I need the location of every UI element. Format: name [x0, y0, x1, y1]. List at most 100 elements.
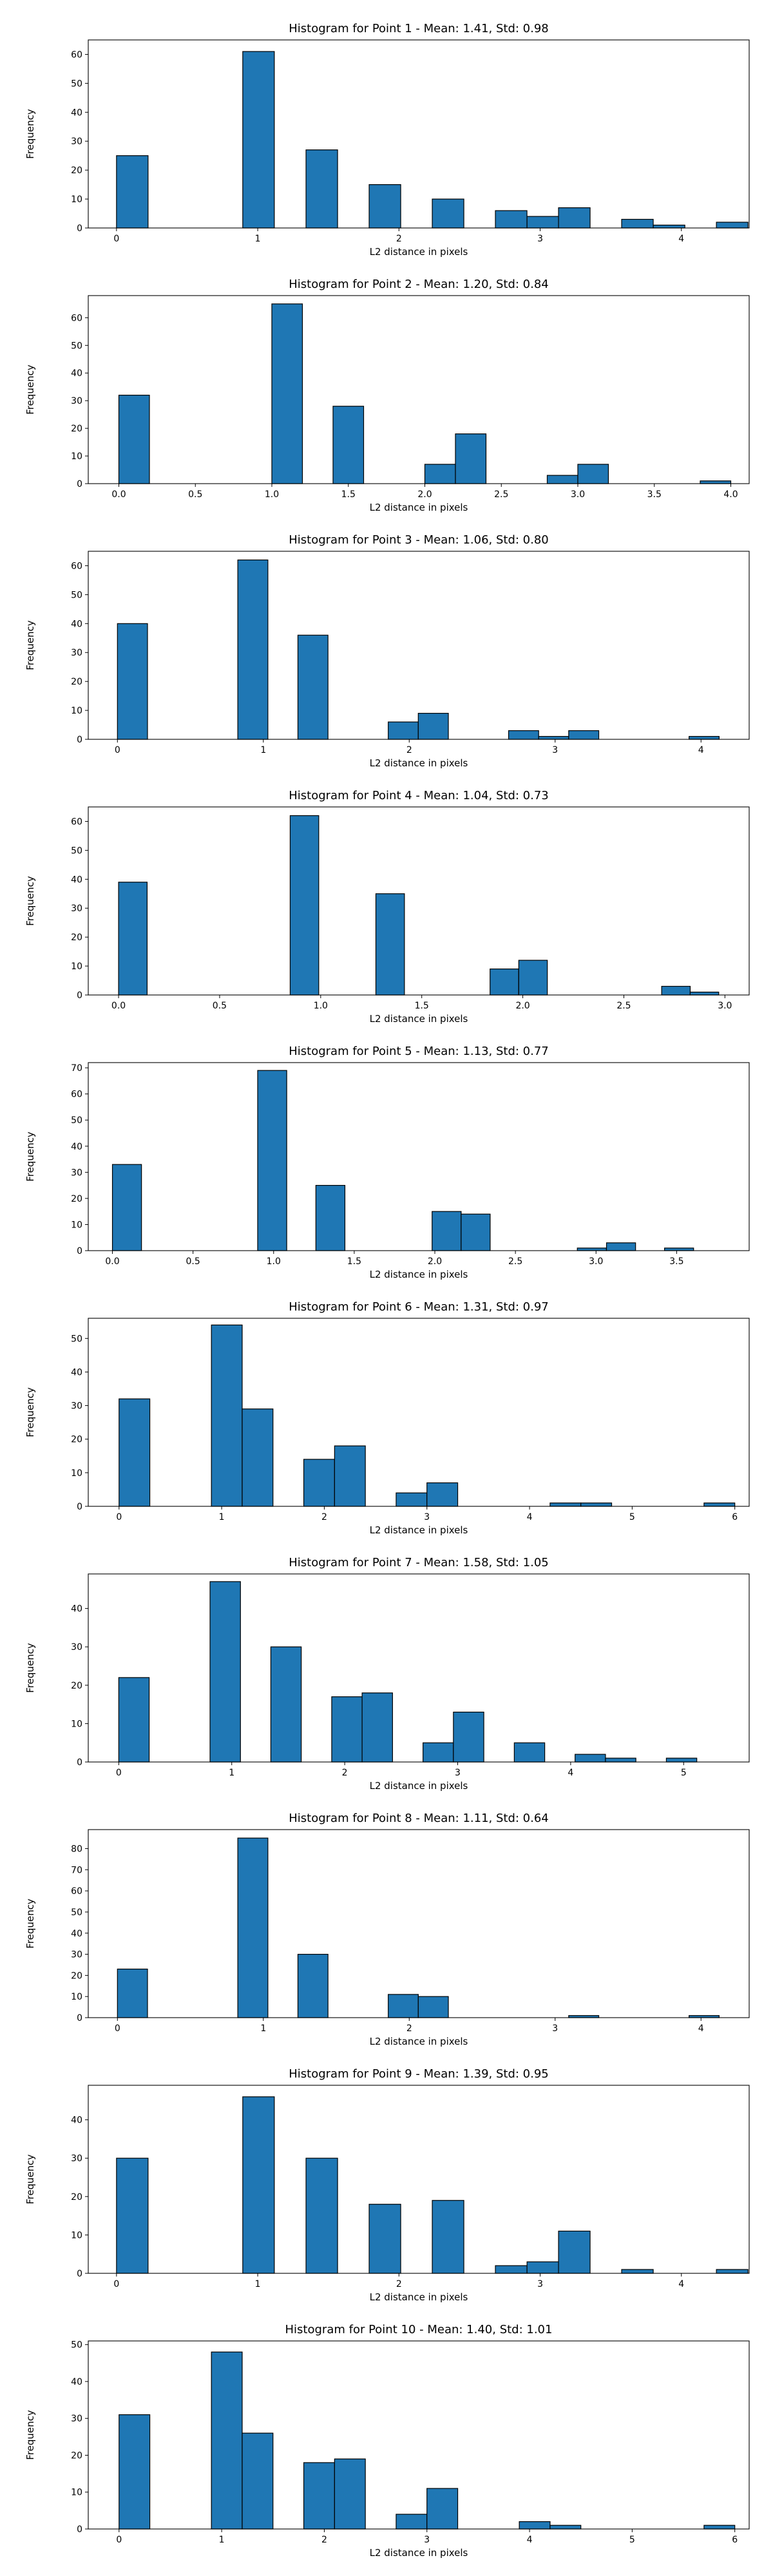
- histogram-bar: [490, 968, 519, 996]
- y-tick-label: 30: [71, 904, 82, 914]
- histogram-bar: [549, 2524, 582, 2530]
- y-tick-label: 20: [71, 933, 82, 943]
- histogram-bar: [118, 1677, 150, 1763]
- y-tick-label: 50: [71, 846, 82, 856]
- histogram-bar: [211, 1324, 243, 1507]
- histogram-bar: [303, 1459, 335, 1507]
- y-axis-label: Frequency: [24, 365, 36, 415]
- histogram-bar: [580, 1502, 613, 1507]
- histogram-bar: [432, 1211, 462, 1251]
- y-tick-label: 10: [71, 961, 82, 972]
- histogram-panel-3: Histogram for Point 3 - Mean: 1.06, Std:…: [24, 533, 750, 769]
- histogram-bar: [237, 1837, 269, 2018]
- x-tick-label: 5: [681, 1768, 687, 1778]
- x-tick-label: 0.0: [105, 1256, 119, 1267]
- y-axis-label: Frequency: [24, 109, 36, 159]
- histogram-bar: [700, 480, 732, 484]
- y-tick-label: 40: [71, 368, 82, 379]
- histogram-bar: [297, 1953, 329, 2018]
- histogram-bar: [426, 1482, 459, 1507]
- histogram-bar: [237, 559, 269, 740]
- histogram-panel-4: Histogram for Point 4 - Mean: 1.04, Std:…: [24, 789, 750, 1025]
- histogram-bar: [577, 464, 609, 484]
- chart-title: Histogram for Point 4 - Mean: 1.04, Std:…: [289, 789, 549, 802]
- histogram-bar: [117, 1968, 148, 2018]
- histogram-bar: [665, 1757, 698, 1763]
- y-axis-label: Frequency: [24, 1387, 36, 1437]
- x-tick-label: 1: [260, 2023, 266, 2034]
- y-tick-label: 20: [71, 424, 82, 434]
- axes-frame: [88, 39, 750, 229]
- histogram-bar: [334, 1445, 366, 1507]
- histogram-bar: [424, 464, 456, 484]
- histogram-bar: [368, 2204, 401, 2274]
- histogram-bar: [606, 1242, 636, 1251]
- histogram-bar: [303, 2462, 335, 2530]
- chart-title: Histogram for Point 5 - Mean: 1.13, Std:…: [289, 1045, 549, 1058]
- x-tick-label: 0: [115, 745, 120, 755]
- histogram-panel-1: Histogram for Point 1 - Mean: 1.41, Std:…: [24, 22, 750, 258]
- histogram-bar: [653, 224, 685, 229]
- histogram-bar: [703, 2524, 736, 2530]
- y-tick-label: 0: [77, 1246, 82, 1256]
- x-tick-label: 4: [527, 1512, 533, 1522]
- x-tick-label: 3: [537, 234, 543, 244]
- x-tick-label: 4: [678, 2279, 684, 2289]
- histogram-bar: [664, 1247, 694, 1251]
- y-tick-label: 20: [71, 166, 82, 176]
- histogram-bar: [526, 216, 559, 229]
- histogram-bar: [513, 1742, 546, 1763]
- x-tick-label: 6: [732, 1512, 738, 1522]
- histogram-bar: [242, 2096, 275, 2274]
- y-tick-label: 40: [71, 875, 82, 885]
- histogram-bar: [119, 2414, 151, 2530]
- histogram-bar: [703, 1502, 736, 1507]
- axes-frame: [88, 2085, 750, 2274]
- y-tick-label: 50: [71, 2340, 82, 2351]
- y-tick-label: 0: [77, 479, 82, 489]
- y-tick-label: 60: [71, 313, 82, 323]
- histogram-bar: [111, 1164, 142, 1251]
- histogram-panel-7: Histogram for Point 7 - Mean: 1.58, Std:…: [24, 1556, 750, 1792]
- histogram-bar: [519, 2521, 551, 2530]
- y-tick-label: 30: [71, 648, 82, 658]
- y-tick-label: 20: [71, 1435, 82, 1445]
- histogram-bar: [538, 735, 569, 740]
- y-axis-label: Frequency: [24, 1643, 36, 1693]
- x-tick-label: 3.5: [647, 489, 662, 500]
- x-tick-label: 2: [406, 745, 412, 755]
- chart-title: Histogram for Point 10 - Mean: 1.40, Std…: [285, 2323, 553, 2336]
- x-tick-label: 2: [321, 2535, 327, 2545]
- x-tick-label: 3.0: [718, 1001, 732, 1011]
- y-tick-label: 10: [71, 194, 82, 205]
- histogram-bar: [368, 184, 401, 229]
- histogram-bar: [432, 198, 464, 229]
- chart-title: Histogram for Point 2 - Mean: 1.20, Std:…: [289, 278, 549, 291]
- x-tick-label: 2.0: [417, 489, 432, 500]
- axes-frame: [88, 295, 750, 484]
- y-tick-label: 0: [77, 1502, 82, 1512]
- histogram-bar: [621, 2269, 654, 2274]
- x-axis-label: L2 distance in pixels: [370, 2036, 468, 2047]
- y-tick-label: 30: [71, 1642, 82, 1653]
- histogram-bar: [716, 222, 749, 229]
- x-tick-label: 2.0: [428, 1256, 442, 1267]
- histogram-bar: [568, 730, 600, 740]
- histogram-bar: [118, 882, 148, 996]
- x-tick-label: 4: [568, 1768, 573, 1778]
- histogram-bar: [116, 155, 149, 229]
- y-tick-label: 40: [71, 1929, 82, 1939]
- histogram-bar: [575, 1754, 606, 1763]
- histogram-bar: [716, 2269, 749, 2274]
- histogram-bar: [332, 406, 365, 484]
- y-tick-label: 0: [77, 990, 82, 1001]
- y-tick-label: 20: [71, 1194, 82, 1204]
- x-tick-label: 1.0: [314, 1001, 328, 1011]
- x-tick-label: 1.0: [267, 1256, 281, 1267]
- histogram-bar: [518, 960, 548, 996]
- axes-frame: [88, 1573, 750, 1763]
- y-axis-label: Frequency: [24, 876, 36, 926]
- x-axis-label: L2 distance in pixels: [370, 757, 468, 769]
- y-tick-label: 0: [77, 223, 82, 234]
- y-tick-label: 60: [71, 561, 82, 571]
